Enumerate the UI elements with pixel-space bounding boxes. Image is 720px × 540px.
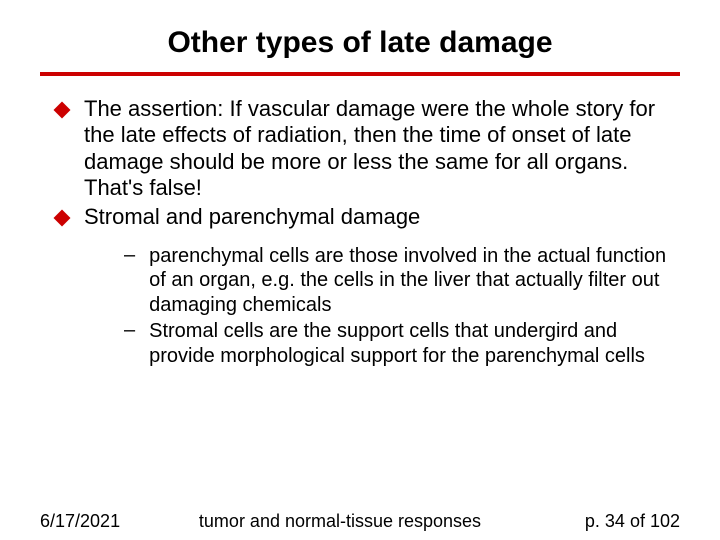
bullet-text: Stromal and parenchymal damage: [84, 204, 420, 230]
bullet-text: The assertion: If vascular damage were t…: [84, 96, 670, 202]
footer-date: 6/17/2021: [40, 511, 130, 532]
list-item: – Stromal cells are the support cells th…: [124, 319, 670, 368]
sub-bullet-text: Stromal cells are the support cells that…: [149, 319, 670, 368]
dash-bullet-icon: –: [124, 244, 135, 267]
slide-title: Other types of late damage: [40, 26, 680, 60]
list-item: Stromal and parenchymal damage: [50, 204, 670, 230]
slide-container: Other types of late damage The assertion…: [0, 0, 720, 540]
slide-body: The assertion: If vascular damage were t…: [40, 76, 680, 368]
footer-title: tumor and normal-tissue responses: [130, 511, 550, 532]
dash-bullet-icon: –: [124, 319, 135, 342]
bullet-list: The assertion: If vascular damage were t…: [50, 96, 670, 230]
diamond-bullet-icon: [54, 102, 71, 119]
diamond-bullet-icon: [54, 209, 71, 226]
footer-page: p. 34 of 102: [550, 511, 680, 532]
sub-bullet-text: parenchymal cells are those involved in …: [149, 244, 670, 317]
sub-bullet-list: – parenchymal cells are those involved i…: [124, 244, 670, 368]
slide-footer: 6/17/2021 tumor and normal-tissue respon…: [40, 511, 680, 532]
list-item: The assertion: If vascular damage were t…: [50, 96, 670, 202]
list-item: – parenchymal cells are those involved i…: [124, 244, 670, 317]
